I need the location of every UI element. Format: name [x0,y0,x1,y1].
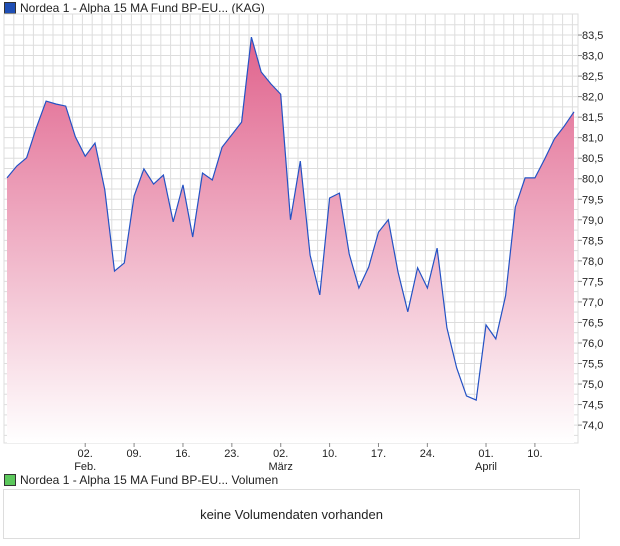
y-tick-label: 75,0 [582,379,603,391]
y-tick-label: 83,5 [582,30,603,42]
volume-panel: keine Volumendaten vorhanden [3,489,580,539]
y-tick-label: 78,5 [582,235,603,247]
y-tick-label: 76,0 [582,338,603,350]
volume-empty-message: keine Volumendaten vorhanden [200,506,383,522]
y-tick-label: 83,0 [582,51,603,63]
x-tick-month-label: April [475,461,497,472]
x-tick-month-label: Feb. [74,461,96,472]
price-legend: Nordea 1 - Alpha 15 MA Fund BP-EU... (KA… [4,1,265,15]
y-tick-label: 78,0 [582,256,603,268]
price-legend-label: Nordea 1 - Alpha 15 MA Fund BP-EU... (KA… [20,1,265,15]
y-tick-label: 74,0 [582,420,603,432]
y-tick-label: 75,5 [582,359,603,371]
y-tick-label: 80,0 [582,174,603,186]
y-tick-label: 79,5 [582,194,603,206]
y-tick-label: 79,0 [582,215,603,227]
x-tick-label: 10. [322,448,337,460]
x-tick-label: 24. [420,448,435,460]
x-tick-label: 09. [126,448,141,460]
x-tick-label: 23. [224,448,239,460]
price-area [7,37,574,443]
price-line [6,36,575,401]
y-tick-label: 77,5 [582,276,603,288]
x-tick-label: 10. [527,448,542,460]
x-tick-month-label: März [268,461,292,472]
x-tick-label: 16. [175,448,190,460]
y-tick-label: 77,0 [582,297,603,309]
volume-legend-label: Nordea 1 - Alpha 15 MA Fund BP-EU... Vol… [20,473,279,487]
y-tick-label: 76,5 [582,317,603,329]
y-tick-label: 80,5 [582,153,603,165]
y-tick-label: 74,5 [582,400,603,412]
volume-legend: Nordea 1 - Alpha 15 MA Fund BP-EU... Vol… [4,473,278,487]
volume-legend-swatch [4,474,16,486]
x-tick-label: 02. [78,448,93,460]
y-tick-label: 82,5 [582,71,603,83]
x-tick-label: 02. [273,448,288,460]
y-tick-label: 81,0 [582,133,603,145]
y-tick-label: 81,5 [582,112,603,124]
x-tick-label: 01. [478,448,493,460]
y-tick-label: 82,0 [582,92,603,104]
x-tick-label: 17. [371,448,386,460]
price-chart: 74,0 74,5 75,0 75,5 76,0 76,5 77,0 77,5 78,0 78,5… [3,13,603,472]
